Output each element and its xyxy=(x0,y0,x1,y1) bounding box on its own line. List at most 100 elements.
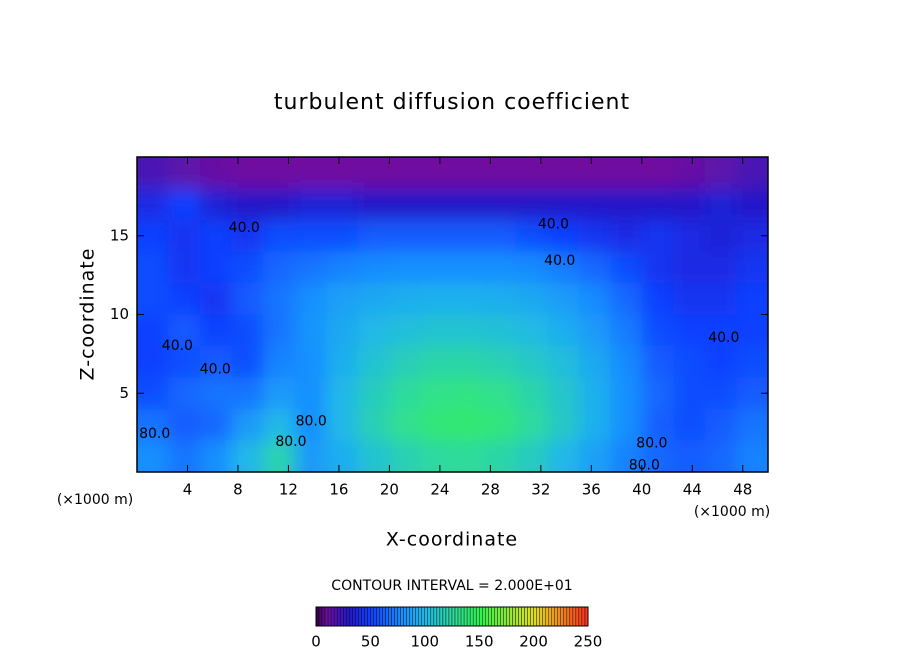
colorbar-swatch xyxy=(557,606,561,627)
colorbar-swatch xyxy=(370,606,374,627)
cell xyxy=(515,377,548,410)
cells xyxy=(137,157,768,472)
colorbar-swatch xyxy=(469,606,474,627)
cell xyxy=(673,251,706,284)
cell xyxy=(326,440,359,472)
colorbar-swatch xyxy=(439,606,444,627)
x-axis-label: X-coordinate xyxy=(386,529,518,551)
cell xyxy=(736,346,768,378)
cell xyxy=(389,188,422,221)
field xyxy=(137,157,768,472)
cell xyxy=(231,314,264,347)
colorbar-swatch xyxy=(539,606,543,627)
cell xyxy=(326,283,359,315)
colorbar-swatch xyxy=(376,606,380,627)
cell xyxy=(578,377,611,410)
cell xyxy=(578,409,611,441)
colorbar-swatch xyxy=(358,606,362,627)
cell xyxy=(704,377,737,410)
cell xyxy=(294,346,327,378)
cell xyxy=(610,283,643,315)
x-tick-label: 28 xyxy=(481,481,500,499)
cell xyxy=(484,251,517,284)
cell xyxy=(452,377,485,410)
cell xyxy=(231,377,264,410)
cell xyxy=(168,188,201,221)
cell xyxy=(326,346,359,378)
cell xyxy=(294,157,327,189)
colorbar-swatch xyxy=(400,606,404,627)
cell xyxy=(420,377,453,410)
colorbar-swatch xyxy=(321,606,326,627)
cell xyxy=(263,440,296,472)
cell xyxy=(610,346,643,378)
cell xyxy=(515,283,548,315)
cell xyxy=(704,251,737,284)
cell xyxy=(610,314,643,347)
cell xyxy=(200,314,233,347)
colorbar-swatch xyxy=(485,606,489,627)
cell xyxy=(137,346,170,378)
cell xyxy=(578,440,611,472)
cell xyxy=(389,220,422,252)
cell xyxy=(263,314,296,347)
colorbar-swatch xyxy=(379,606,383,627)
x-tick-label: 44 xyxy=(683,481,702,499)
cell xyxy=(547,377,580,410)
cell xyxy=(420,220,453,252)
y-axis-label: Z-coordinate xyxy=(77,248,99,381)
cell xyxy=(641,440,674,472)
cell xyxy=(137,440,170,472)
cell xyxy=(736,157,768,189)
colorbar-swatch xyxy=(578,606,583,627)
cell xyxy=(578,346,611,378)
contour-label: 80.0 xyxy=(296,414,327,430)
cell xyxy=(515,220,548,252)
cell xyxy=(231,157,264,189)
cell xyxy=(389,283,422,315)
colorbar-swatch xyxy=(412,606,416,627)
colorbar-swatch xyxy=(442,606,447,627)
colorbar-tick-label: 250 xyxy=(574,633,603,651)
cell xyxy=(357,188,390,221)
cell xyxy=(357,346,390,378)
colorbar-swatch xyxy=(515,606,519,627)
cell xyxy=(578,314,611,347)
colorbar-swatch xyxy=(479,606,483,627)
cell xyxy=(641,188,674,221)
cell xyxy=(484,377,517,410)
cell xyxy=(736,440,768,472)
cell xyxy=(263,409,296,441)
cell xyxy=(420,283,453,315)
cell xyxy=(578,283,611,315)
cell xyxy=(263,188,296,221)
cell xyxy=(452,283,485,315)
cell xyxy=(168,440,201,472)
cell xyxy=(137,220,170,252)
colorbar-tick-label: 50 xyxy=(361,633,380,651)
cell xyxy=(673,409,706,441)
chart-title: turbulent diffusion coefficient xyxy=(274,90,630,115)
cell xyxy=(452,251,485,284)
colorbar-swatch xyxy=(497,606,501,627)
cell xyxy=(547,188,580,221)
cell xyxy=(452,346,485,378)
cell xyxy=(168,409,201,441)
colorbar-swatch xyxy=(509,606,513,627)
colorbar-swatch xyxy=(406,606,410,627)
colorbar-swatch xyxy=(569,606,574,627)
cell xyxy=(231,346,264,378)
cell xyxy=(420,314,453,347)
cell xyxy=(357,251,390,284)
colorbar-swatch xyxy=(409,606,413,627)
cell xyxy=(736,409,768,441)
colorbar-swatch xyxy=(475,606,480,627)
cell xyxy=(231,188,264,221)
colorbar-swatch xyxy=(397,606,401,627)
cell xyxy=(263,283,296,315)
cell xyxy=(263,346,296,378)
cell xyxy=(231,251,264,284)
cell xyxy=(547,283,580,315)
cell xyxy=(389,409,422,441)
cell xyxy=(673,377,706,410)
